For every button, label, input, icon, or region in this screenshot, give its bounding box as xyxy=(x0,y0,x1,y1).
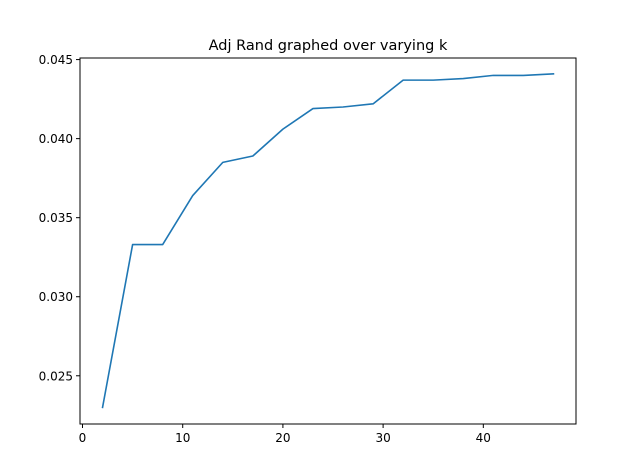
x-axis-ticks: 0 10 20 30 40 xyxy=(79,424,491,445)
y-tick-label: 0.045 xyxy=(39,53,73,67)
plot-frame xyxy=(79,57,577,425)
x-tick-label: 20 xyxy=(275,431,290,445)
y-tick-label: 0.035 xyxy=(39,211,73,225)
y-tick-label: 0.040 xyxy=(39,132,73,146)
y-tick-label: 0.030 xyxy=(39,290,73,304)
chart-title: Adj Rand graphed over varying k xyxy=(209,38,448,54)
x-tick-label: 10 xyxy=(175,431,190,445)
y-tick-label: 0.025 xyxy=(39,369,73,383)
x-tick-label: 40 xyxy=(476,431,491,445)
x-tick-label: 0 xyxy=(79,431,87,445)
series-line xyxy=(101,72,555,409)
x-tick-label: 30 xyxy=(375,431,390,445)
y-axis-ticks: 0.025 0.030 0.035 0.040 0.045 xyxy=(39,53,80,383)
